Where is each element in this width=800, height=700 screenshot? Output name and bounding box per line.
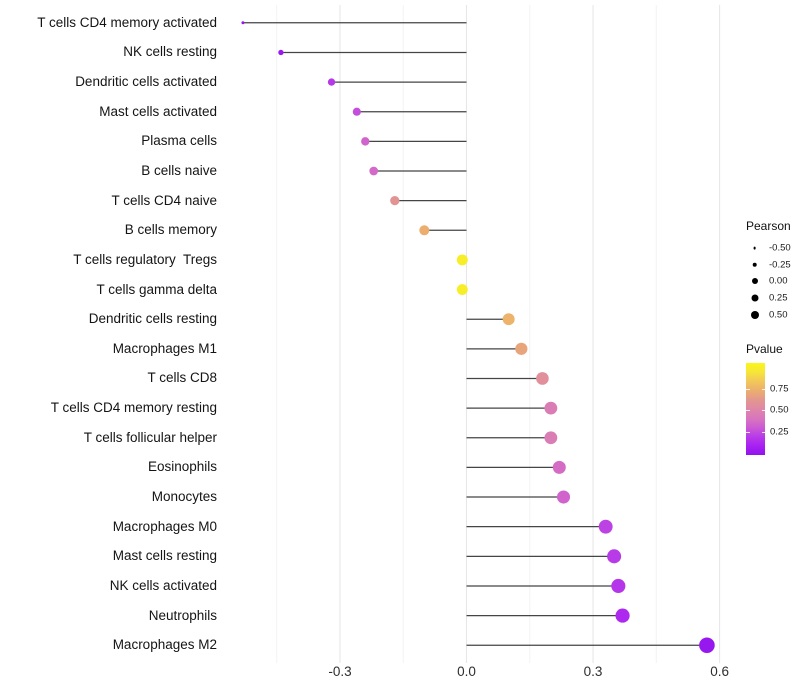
y-axis-label: NK cells activated	[109, 577, 217, 593]
size-legend-entry: -0.25	[746, 257, 800, 274]
size-legend-dot-icon	[750, 310, 759, 319]
lollipop-dot	[390, 196, 400, 206]
size-legend-entry: 0.25	[746, 290, 800, 307]
lollipop-dot	[607, 549, 622, 564]
y-axis-label: Macrophages M1	[112, 340, 217, 356]
colorbar-tick-mark	[746, 388, 750, 390]
pvalue-colorbar-gradient	[746, 363, 765, 455]
y-axis-label: Neutrophils	[148, 607, 217, 623]
size-legend-entry: 0.50	[746, 306, 800, 323]
y-axis-label: NK cells resting	[123, 44, 217, 60]
pvalue-colorbar-wrap: 0.75 0.50 0.25	[746, 363, 800, 463]
lollipop-dot	[598, 519, 613, 534]
y-axis-label: Eosinophils	[147, 459, 217, 475]
colorbar-tick-mark	[761, 431, 765, 433]
lollipop-dot	[544, 401, 558, 415]
y-axis-label: Mast cells resting	[112, 548, 217, 564]
size-legend-entry: -0.50	[746, 240, 800, 257]
pvalue-color-legend: Pvalue 0.75 0.50 0.25	[746, 342, 800, 463]
lollipop-dot	[419, 225, 430, 236]
colorbar-tick-mark	[746, 431, 750, 433]
lollipop-dot	[536, 372, 549, 385]
y-axis-label: Macrophages M2	[112, 637, 217, 653]
y-axis-label: T cells CD4 naive	[111, 192, 217, 208]
x-axis-tick-label: 0.3	[583, 664, 603, 679]
x-axis-tick-label: 0.6	[710, 664, 729, 679]
size-legend-dot-icon	[752, 262, 757, 268]
colorbar-tick-label: 0.75	[770, 383, 789, 395]
size-legend-dot-icon	[753, 246, 756, 250]
size-legend-label: -0.25	[769, 259, 791, 271]
lollipop-dot	[502, 313, 515, 326]
lollipop-dot	[699, 637, 715, 654]
y-axis-label: Mast cells activated	[99, 103, 217, 119]
lollipop-dot	[278, 49, 284, 56]
y-axis-label: B cells memory	[124, 222, 217, 238]
y-axis-label: Monocytes	[151, 489, 217, 505]
size-legend-dot-icon	[751, 278, 758, 285]
y-axis-label: T cells CD4 memory activated	[37, 14, 217, 30]
lollipop-dot	[456, 284, 468, 296]
lollipop-dot	[615, 608, 630, 623]
colorbar-tick-label: 0.25	[770, 426, 789, 438]
y-axis-label: T cells regulatory Tregs	[73, 251, 217, 267]
size-legend-label: 0.50	[769, 309, 788, 321]
colorbar-tick-mark	[761, 410, 765, 412]
y-axis-label: B cells naive	[141, 163, 217, 178]
size-legend-entry: 0.00	[746, 273, 800, 290]
y-axis-label: T cells CD4 memory resting	[50, 400, 217, 416]
size-legend-dot-icon	[751, 294, 758, 302]
pearson-size-legend: Pearson -0.50 -0.25 0.00 0.25 0.50	[746, 219, 800, 323]
x-axis-tick-label: 0.0	[457, 664, 476, 679]
size-legend-label: 0.25	[769, 292, 788, 304]
lollipop-dot	[352, 107, 361, 116]
lollipop-dot	[544, 431, 558, 445]
y-axis-label: T cells CD8	[147, 370, 217, 386]
size-legend-label: 0.00	[769, 275, 788, 287]
lollipop-dot	[556, 490, 571, 504]
y-axis-label: Dendritic cells activated	[75, 74, 217, 90]
colorbar-tick-mark	[761, 388, 765, 390]
lollipop-dot	[456, 254, 468, 266]
pearson-legend-entries: -0.50 -0.25 0.00 0.25 0.50	[746, 240, 800, 323]
y-axis-label: Dendritic cells resting	[88, 311, 217, 327]
y-axis-label: T cells gamma delta	[96, 281, 217, 297]
y-axis-label: T cells follicular helper	[83, 429, 217, 445]
lollipop-dot	[327, 78, 336, 86]
lollipop-dot	[552, 460, 566, 474]
pearson-legend-title: Pearson	[746, 219, 791, 233]
size-legend-label: -0.50	[769, 242, 791, 254]
x-axis-tick-label: -0.3	[328, 664, 352, 679]
y-axis-label: Plasma cells	[141, 133, 217, 149]
lollipop-dot	[611, 578, 626, 594]
colorbar-tick-label: 0.50	[770, 404, 789, 416]
lollipop-dot	[515, 342, 528, 355]
pvalue-legend-title: Pvalue	[746, 342, 783, 356]
colorbar-tick-mark	[746, 410, 750, 412]
lollipop-dot	[369, 166, 379, 176]
lollipop-dot	[241, 21, 245, 25]
y-axis-label: Macrophages M0	[112, 518, 217, 534]
lollipop-dot	[361, 137, 370, 146]
